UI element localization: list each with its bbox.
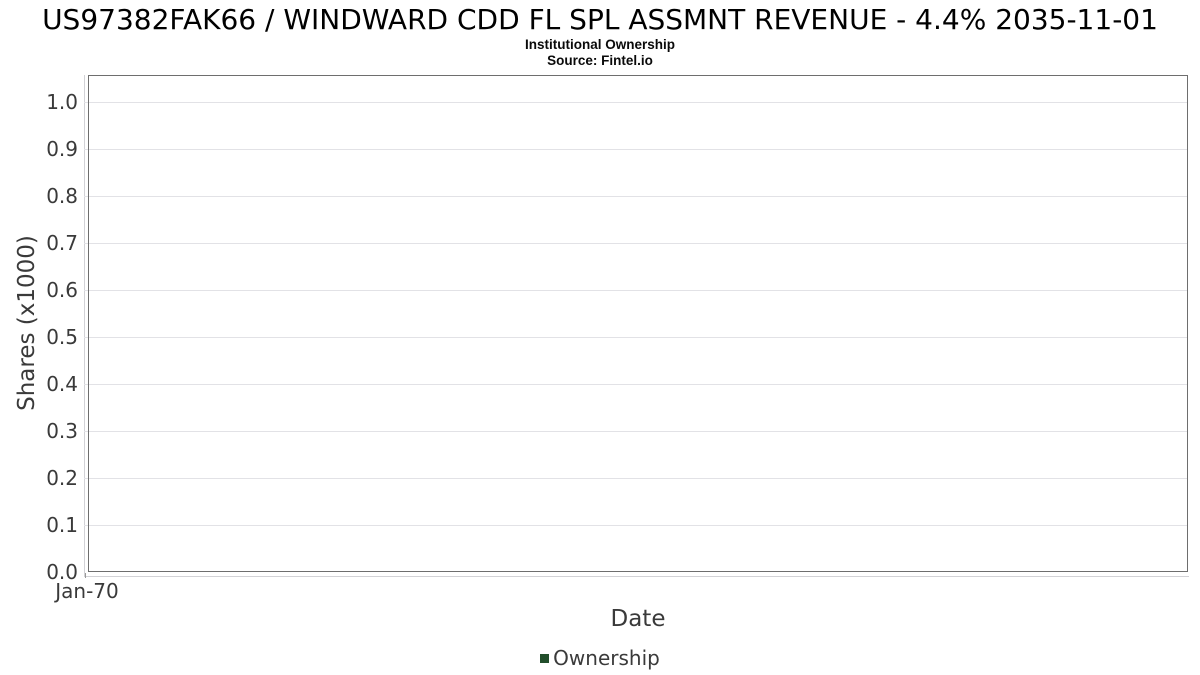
y-gridline <box>84 290 1188 291</box>
chart-title: US97382FAK66 / WINDWARD CDD FL SPL ASSMN… <box>42 3 1158 36</box>
y-axis-line <box>84 75 85 577</box>
x-axis-tick-mark <box>85 573 86 578</box>
y-gridline <box>84 478 1188 479</box>
y-tick-label: 0.5 <box>46 325 78 349</box>
y-tick-label: 0.9 <box>46 137 78 161</box>
y-gridline <box>84 196 1188 197</box>
legend-label-ownership: Ownership <box>553 646 660 670</box>
plot-area <box>84 75 1188 572</box>
x-axis-line <box>84 576 1189 577</box>
chart-source-label: Source: Fintel.io <box>547 53 653 68</box>
y-gridline <box>84 384 1188 385</box>
y-axis-title: Shares (x1000) <box>14 235 40 411</box>
y-tick-label: 1.0 <box>46 90 78 114</box>
y-tick-label: 0.8 <box>46 184 78 208</box>
y-gridline <box>84 337 1188 338</box>
y-tick-label: 0.3 <box>46 419 78 443</box>
y-tick-label: 0.6 <box>46 278 78 302</box>
y-tick-label: 0.1 <box>46 513 78 537</box>
y-gridline <box>84 431 1188 432</box>
y-tick-label: 0.2 <box>46 466 78 490</box>
gridlines <box>84 75 1188 572</box>
y-gridline <box>84 243 1188 244</box>
x-axis-title: Date <box>610 606 666 632</box>
legend-swatch-ownership <box>540 653 550 663</box>
y-gridline <box>84 102 1188 103</box>
y-tick-label: 0.4 <box>46 372 78 396</box>
x-tick-label: Jan-70 <box>55 579 119 603</box>
y-gridline <box>84 149 1188 150</box>
y-tick-label: 0.0 <box>46 560 78 584</box>
chart-subtitle: Institutional Ownership <box>524 37 675 52</box>
legend: Ownership <box>0 646 1200 670</box>
y-gridline <box>84 525 1188 526</box>
y-tick-label: 0.7 <box>46 231 78 255</box>
